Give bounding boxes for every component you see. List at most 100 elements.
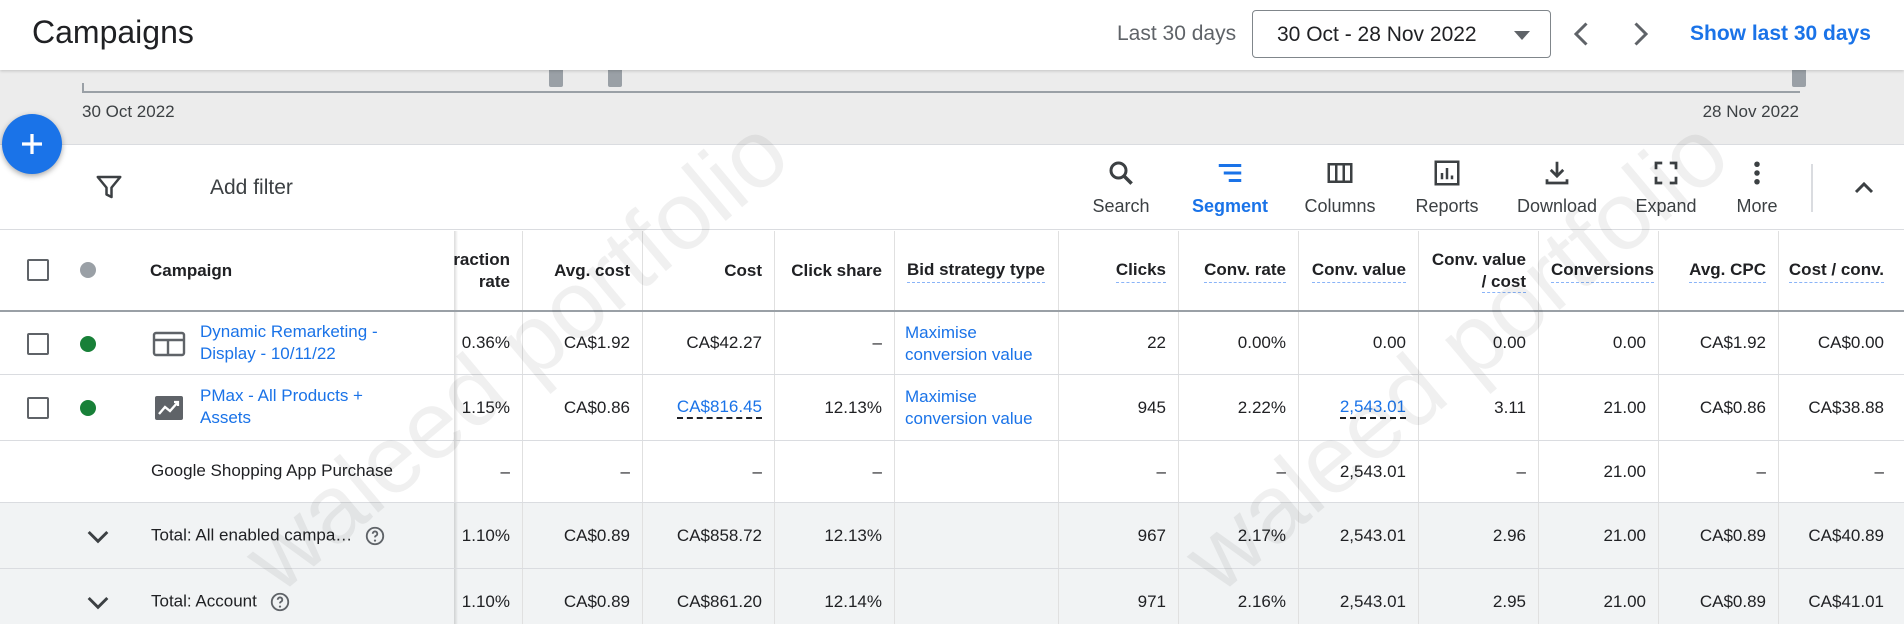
timeline-handle[interactable] xyxy=(1792,70,1806,87)
campaign-name-link[interactable]: PMax - All Products + Assets xyxy=(200,385,363,429)
column-header-label: Cost xyxy=(724,260,762,280)
reports-icon xyxy=(1434,160,1460,186)
reports-tool-button[interactable]: Reports xyxy=(1397,158,1497,224)
chevron-down-icon[interactable] xyxy=(82,520,114,552)
conv-rate-cell: 0.00% xyxy=(1237,333,1286,352)
more-vert-icon xyxy=(1754,161,1760,185)
avg-cpc-cell: CA$1.92 xyxy=(1699,333,1766,352)
conv-value-cell[interactable]: 2,543.01 xyxy=(1299,375,1418,440)
campaign-header-label: Campaign xyxy=(150,260,233,280)
clicks-cell: – xyxy=(1156,461,1166,481)
conv-rate-cell: 2.16% xyxy=(1237,592,1286,611)
next-period-button[interactable] xyxy=(1622,16,1658,52)
row-checkbox[interactable] xyxy=(27,333,49,355)
click-share-cell: 12.13% xyxy=(824,397,882,417)
more-tool-button[interactable]: More xyxy=(1707,158,1807,224)
conv-rate-cell: 2.22% xyxy=(1237,397,1286,417)
bid-strategy-link[interactable]: Maximise conversion value xyxy=(905,375,1058,440)
table-row[interactable]: PMax - All Products + Assets 1.15% CA$0.8… xyxy=(0,375,1904,441)
interaction-rate-column-header[interactable]: raction rate xyxy=(453,231,522,310)
conversions-column-header[interactable]: Conversions xyxy=(1539,231,1658,310)
avg-cpc-column-header[interactable]: Avg. CPC xyxy=(1659,231,1778,310)
conv-value-link[interactable]: 2,543.01 xyxy=(1339,397,1406,419)
show-last-30-days-link[interactable]: Show last 30 days xyxy=(1690,22,1871,45)
column-header-label: Clicks xyxy=(1115,259,1166,283)
row-checkbox[interactable] xyxy=(27,397,49,419)
clicks-cell: 971 xyxy=(1137,592,1166,611)
download-tool-button[interactable]: Download xyxy=(1507,158,1607,224)
date-range-selector[interactable]: 30 Oct - 28 Nov 2022 xyxy=(1252,10,1551,58)
timeline-handle[interactable] xyxy=(549,70,563,87)
display-campaign-icon xyxy=(152,331,186,357)
expand-tool-button[interactable]: Expand xyxy=(1616,158,1716,224)
conversions-cell: 21.00 xyxy=(1603,461,1646,481)
table-header-row: Campaign raction rate Avg. cost Cost Clic… xyxy=(0,231,1904,312)
conv-value-column-header[interactable]: Conv. value xyxy=(1299,231,1418,310)
header-line1: raction xyxy=(453,249,510,269)
conv-value-per-cost-column-header[interactable]: Conv. value / cost xyxy=(1419,231,1538,310)
segment-icon xyxy=(1218,164,1242,182)
column-header-label: Conv. value / cost xyxy=(1432,249,1526,293)
campaign-name-link[interactable]: Dynamic Remarketing - Display - 10/11/22 xyxy=(200,321,378,365)
segment-tool-button[interactable]: Segment xyxy=(1180,158,1280,224)
clicks-column-header[interactable]: Clicks xyxy=(1059,231,1178,310)
bid-strategy-link[interactable]: Maximise conversion value xyxy=(905,312,1058,374)
clicks-cell: 967 xyxy=(1137,525,1166,545)
avg-cost-cell: CA$0.89 xyxy=(563,592,630,611)
cost-per-conv-column-header[interactable]: Cost / conv. xyxy=(1779,231,1904,310)
download-tool-label: Download xyxy=(1516,196,1598,216)
select-all-checkbox[interactable] xyxy=(27,259,49,281)
frozen-column-shadow xyxy=(454,441,458,502)
chevron-down-icon[interactable] xyxy=(82,586,114,618)
chevron-right-icon xyxy=(1634,22,1649,46)
interaction-rate-cell: 1.10% xyxy=(461,592,510,611)
cost-link[interactable]: CA$816.45 xyxy=(676,397,762,419)
new-campaign-button[interactable] xyxy=(2,114,62,174)
interaction-rate-cell: 1.15% xyxy=(461,397,510,417)
date-range-value: 30 Oct - 28 Nov 2022 xyxy=(1277,23,1477,46)
help-icon[interactable] xyxy=(364,525,386,547)
conv-value-cell: 0.00 xyxy=(1372,333,1406,352)
conv-value-per-cost-cell: 3.11 xyxy=(1494,397,1526,417)
clicks-cell: 945 xyxy=(1137,397,1166,417)
help-icon[interactable] xyxy=(269,591,291,613)
total-row: Total: All enabled campa… 1.10% CA$0.89 … xyxy=(0,503,1904,569)
campaign-name-line2: Display - 10/11/22 xyxy=(200,344,336,363)
status-enabled-icon xyxy=(80,400,96,416)
add-filter-button[interactable]: Add filter xyxy=(210,176,293,199)
columns-icon xyxy=(1327,163,1353,183)
conv-rate-cell: – xyxy=(1276,461,1286,481)
conversions-cell: 21.00 xyxy=(1603,525,1646,545)
cost-column-header[interactable]: Cost xyxy=(643,231,774,310)
click-share-cell: – xyxy=(872,333,882,352)
cost-per-conv-cell: – xyxy=(1874,461,1884,481)
timeline-handle[interactable] xyxy=(608,70,622,87)
column-header-label: Bid strategy type xyxy=(907,259,1045,283)
avg-cpc-cell: CA$0.89 xyxy=(1699,592,1766,611)
previous-period-button[interactable] xyxy=(1564,16,1600,52)
column-header-label: Conversions xyxy=(1551,259,1654,283)
interaction-rate-cell: 1.10% xyxy=(461,525,510,545)
conversions-cell: 0.00 xyxy=(1612,333,1646,352)
table-row[interactable]: Dynamic Remarketing - Display - 10/11/22 … xyxy=(0,312,1904,375)
cost-per-conv-cell: CA$38.88 xyxy=(1808,397,1884,417)
avg-cost-cell: CA$0.89 xyxy=(563,525,630,545)
cost-per-conv-cell: CA$41.01 xyxy=(1808,592,1884,611)
search-tool-label: Search xyxy=(1092,196,1150,216)
total-name: Total: Account xyxy=(151,591,257,611)
search-tool-button[interactable]: Search xyxy=(1071,158,1171,224)
total-label: Total: Account xyxy=(151,591,291,613)
click-share-column-header[interactable]: Click share xyxy=(775,231,894,310)
column-header-label: raction rate xyxy=(453,249,510,293)
conversions-cell: 21.00 xyxy=(1603,397,1646,417)
conv-rate-column-header[interactable]: Conv. rate xyxy=(1179,231,1298,310)
avg-cost-column-header[interactable]: Avg. cost xyxy=(523,231,642,310)
bid-strategy-type-column-header[interactable]: Bid strategy type xyxy=(895,231,1058,310)
page-title: Campaigns xyxy=(32,14,194,50)
chevron-up-icon[interactable] xyxy=(1848,172,1880,204)
bid-strategy-line1: Maximise xyxy=(905,387,977,406)
campaign-column-header[interactable]: Campaign xyxy=(138,231,454,310)
cost-cell[interactable]: CA$816.45 xyxy=(643,375,774,440)
columns-tool-button[interactable]: Columns xyxy=(1290,158,1390,224)
filter-icon[interactable] xyxy=(94,172,124,202)
